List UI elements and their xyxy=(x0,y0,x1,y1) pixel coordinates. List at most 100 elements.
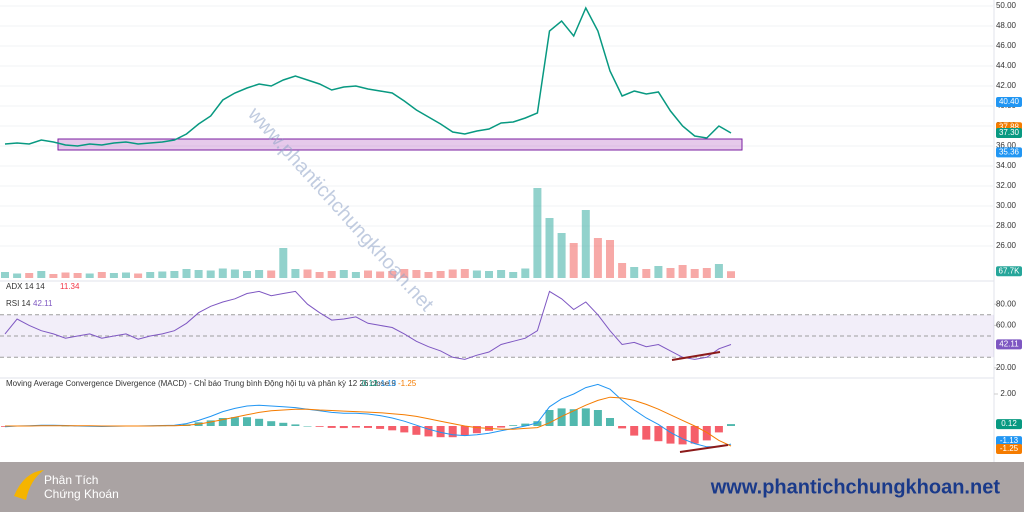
volume-bar xyxy=(109,273,118,278)
volume-bar xyxy=(400,269,409,278)
volume-bar xyxy=(569,243,578,278)
volume-bar xyxy=(581,210,590,278)
macd-histogram-bar xyxy=(303,426,312,427)
price-badge-label: 37.30 xyxy=(999,128,1020,137)
volume-bar xyxy=(194,270,203,278)
rsi-line xyxy=(4,290,732,360)
macd-histogram-bar xyxy=(243,417,251,426)
rsi-label: RSI 14 xyxy=(6,299,31,308)
brand: Chứng Khoán xyxy=(44,487,119,501)
volume-bar xyxy=(497,270,506,278)
volume-bar xyxy=(37,271,46,278)
volume-bar xyxy=(146,272,155,278)
volume-bar xyxy=(303,269,312,278)
macd-histogram-bar xyxy=(218,418,227,426)
volume-bar xyxy=(448,269,457,278)
rsi-value: 42.11 xyxy=(33,299,53,308)
volume-bar xyxy=(291,269,300,278)
macd-badge xyxy=(996,444,1022,454)
macd-histogram-bar xyxy=(678,426,687,445)
volume-bar xyxy=(376,271,385,278)
macd-histogram-bar xyxy=(618,426,627,429)
y-tick-label: 2.00 xyxy=(1000,389,1016,398)
volume-bar xyxy=(509,272,518,278)
macd-value: -1.13 xyxy=(378,379,397,388)
volume-bar xyxy=(533,188,542,278)
y-tick-label: 80.00 xyxy=(996,299,1017,308)
volume-bar xyxy=(412,270,421,278)
volume-bar xyxy=(25,273,34,278)
brand: Phân Tích xyxy=(44,473,98,487)
volume-bar xyxy=(61,272,70,278)
trend-line xyxy=(679,444,729,453)
y-tick-label: 32.00 xyxy=(996,181,1017,190)
trend-line xyxy=(671,351,721,361)
macd-badge-label: 0.12 xyxy=(1001,419,1017,428)
macd-histogram-bar xyxy=(255,418,264,426)
macd-badge-label: -1.25 xyxy=(1000,444,1019,453)
volume-bar xyxy=(388,271,397,278)
y-tick-label: 36.00 xyxy=(996,141,1017,150)
price-badge xyxy=(996,97,1022,107)
macd-histogram-bar xyxy=(267,421,276,426)
macd-histogram-bar xyxy=(606,418,614,426)
volume-bar xyxy=(714,264,723,278)
macd-histogram-bar xyxy=(400,426,409,433)
adx-value: 11.34 xyxy=(60,282,80,291)
macd-histogram-bar xyxy=(448,426,457,438)
macd-histogram-bar xyxy=(351,426,360,428)
logo-icon xyxy=(14,470,44,500)
macd-histogram-bar xyxy=(424,426,433,437)
macd-histogram-bar xyxy=(702,426,711,441)
y-tick-label: 26.00 xyxy=(996,241,1017,250)
volume-bar xyxy=(230,269,239,278)
macd-badge xyxy=(996,419,1022,430)
volume-badge-label: 67.7K xyxy=(999,266,1021,275)
y-tick-label: 44.00 xyxy=(996,61,1017,70)
volume-bar xyxy=(472,270,481,278)
price-badge-label: 40.40 xyxy=(999,97,1020,106)
macd-histogram-bar xyxy=(521,423,530,426)
macd-histogram-bar xyxy=(376,426,385,429)
volume-bar xyxy=(97,272,106,278)
macd-histogram-bar xyxy=(472,426,481,434)
macd-histogram-bar xyxy=(690,426,699,444)
volume-bar xyxy=(218,268,227,278)
macd-value: 0.12 xyxy=(362,379,378,388)
macd-histogram-bar xyxy=(666,426,675,444)
macd-histogram-bar xyxy=(364,426,372,428)
macd-value: -1.25 xyxy=(398,379,417,388)
volume-bar xyxy=(727,271,735,278)
macd-badge xyxy=(996,436,1022,447)
macd-badge-label: -1.13 xyxy=(1000,436,1019,445)
price-badge-label: 37.88 xyxy=(999,122,1020,131)
y-tick-label: 48.00 xyxy=(996,21,1017,30)
volume-bar xyxy=(557,233,566,278)
volume-bar xyxy=(424,272,433,278)
volume-bar xyxy=(460,269,469,278)
macd-histogram-bar xyxy=(509,425,518,426)
footer-url: www.phantichchungkhoan.net xyxy=(710,476,1001,498)
volume-bar xyxy=(593,238,602,278)
signal-line xyxy=(5,396,732,447)
volume-bar xyxy=(170,271,179,278)
macd-histogram-bar xyxy=(630,426,639,436)
volume-bar xyxy=(315,272,324,278)
volume-bar xyxy=(158,271,167,278)
macd-histogram-bar xyxy=(388,426,397,431)
volume-bar xyxy=(243,271,251,278)
volume-bar xyxy=(339,270,348,278)
volume-bar xyxy=(545,218,554,278)
volume-bar xyxy=(49,274,58,278)
macd-histogram-bar xyxy=(460,426,469,436)
volume-bar xyxy=(690,269,699,278)
volume-bar xyxy=(134,273,143,278)
macd-histogram-bar xyxy=(727,424,735,426)
macd-histogram-bar xyxy=(291,424,300,426)
y-tick-label: 42.00 xyxy=(996,81,1017,90)
volume-bar xyxy=(206,270,215,278)
footer xyxy=(0,462,1024,512)
volume-bar xyxy=(436,271,445,278)
macd-histogram-bar xyxy=(436,426,445,438)
